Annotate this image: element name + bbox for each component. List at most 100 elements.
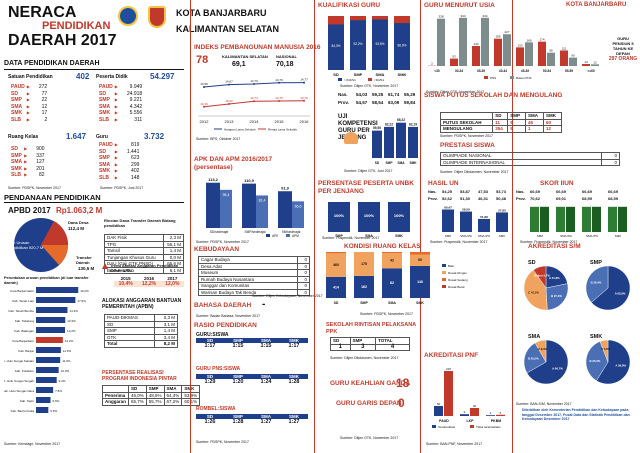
ukg-nas-value: 55,29	[404, 92, 416, 97]
anggaran-smp: 55,7%	[145, 398, 165, 406]
kondisi-ringan-label: 50	[418, 258, 422, 262]
hasil-cat: SMP	[445, 234, 452, 238]
satuan-value: 272	[38, 84, 48, 90]
hls-label: 14,70	[250, 79, 258, 83]
ukg-cat: SMP	[386, 161, 394, 165]
bantuan-row: Total 8,2 M	[103, 340, 178, 348]
akr-slice	[585, 265, 609, 303]
realisasi-title: PERSENTASE REALISASI PROGRAM INDONESIA P…	[102, 370, 177, 382]
ukg-numbers: 54,03 59,25 61,74 55,29 54,57 58,54 63,09 59,84	[356, 92, 420, 108]
kondisi-sedang-bar	[326, 252, 346, 254]
iiun-cat: SMA IPA	[560, 234, 572, 238]
iiun-nas-value: 66,69	[556, 189, 567, 194]
peruntukan-value: 11,0%	[62, 359, 71, 363]
kondisi-source: Sumber: PDSPK, November 2017	[360, 312, 413, 316]
satuan-key: SMP	[11, 97, 22, 103]
peruntukan-value: 9,4%	[59, 379, 66, 383]
usia-title: GURU MENURUT USIA	[424, 2, 495, 9]
apk-group: SM/sederajat	[282, 230, 301, 234]
hasil-bar	[442, 209, 454, 232]
peruntukan-value: 13,2%	[67, 329, 76, 333]
guru-row: SLB ▶ 148	[98, 175, 140, 182]
satuan-block: Satuan Pendidikan 402 PAUD ▶ 272 SD ▶ 77 SMP ▶ 2…	[8, 72, 90, 123]
apk-source: Sumber: PDSPK, November 2017	[196, 240, 249, 244]
usia-pns-label: 174	[539, 38, 544, 42]
guru-key: PAUD	[99, 142, 113, 148]
satuan-key: PAUD	[11, 84, 25, 90]
kondisi-ringan-bar	[382, 253, 402, 269]
arrow-icon: ▶	[26, 90, 30, 96]
kondisi-legend: Rusak Berat	[448, 285, 465, 289]
iiun-source: Sumber: Puspendik, November 2017	[520, 240, 578, 244]
usia-pns-bar	[472, 45, 480, 66]
akr-slice-label: B 36,4%	[591, 281, 602, 285]
kual-legend2: <D4/S1	[374, 78, 384, 82]
ruang-row: SMK ▶ 201	[10, 166, 46, 173]
guru-row: SMK ▶ 402	[98, 168, 140, 175]
satuan-value: 22	[41, 97, 48, 103]
rincian-value: 6,1 M	[162, 266, 185, 274]
ukg-cat: SMK	[409, 161, 417, 165]
bahasa-value: -	[262, 299, 266, 310]
ukg-bar	[372, 130, 382, 158]
ipm-nas-value: 70,18	[276, 61, 294, 68]
satuan-value: 17	[41, 110, 48, 116]
rasio-head: SD	[196, 414, 224, 419]
apk-label: 113,2	[208, 177, 219, 182]
apm-legend-swatch	[286, 234, 290, 237]
rls-point	[228, 103, 230, 105]
guru-value: 402	[131, 168, 140, 174]
iiun-cat: SMK	[615, 234, 622, 238]
satuan-value: 12	[41, 103, 48, 110]
ipm-year: 2015	[275, 119, 285, 124]
ruang-value: 337	[36, 152, 45, 159]
hasil-nas-value: 47,53	[478, 189, 489, 194]
kondisi-ringan-bar	[326, 253, 346, 277]
pnf-legend2-swatch	[470, 425, 474, 428]
satuan-key: SMK	[11, 110, 23, 116]
rasio-value: 1:28	[232, 419, 244, 425]
rasio-subtitle: ROMBEL:SISWA	[196, 406, 236, 412]
kual-label: 84,3%	[331, 44, 340, 48]
apm-label: 81,4	[259, 198, 266, 202]
peruntukan-chart: Kota Banjarmasin 19,2% Kab. Tanah Laut 17,9…	[4, 287, 89, 413]
arrow-icon: ▶	[114, 116, 118, 122]
apbd-value: Rp1.063,2 M	[56, 206, 103, 215]
satuan-key: SLB	[11, 116, 21, 123]
akr-slice	[599, 339, 609, 363]
akr-slice-label: A 21,8%	[549, 276, 560, 280]
pnf-legend1: Terakreditasi	[438, 425, 455, 429]
apm-legend: APM	[292, 234, 299, 238]
peruntukan-bar	[36, 327, 66, 333]
peruntukan-bar	[36, 307, 68, 313]
hasil-bar	[478, 218, 490, 232]
peserta-row: SMP ▶ 9.221	[98, 97, 143, 104]
akr-pie-label: SMA	[528, 334, 540, 340]
prestasi-title: PRESTASI SISWA	[440, 142, 495, 149]
pnf-source: Sumber: BAN-PNF, November 2017	[426, 442, 483, 446]
peruntukan-label: Kab. Tanah Bumbu	[9, 309, 35, 313]
akr-slice-label: B 27,3%	[551, 294, 562, 298]
pnf-tidak-label: 225	[446, 367, 451, 371]
prestasi-table: OLIMPIADE NASIONAL 0 OLIMPIADE INTERNASION…	[440, 152, 621, 166]
header: NERACA PENDIDIKAN DAERAH 2017	[0, 0, 170, 55]
akreditasi-charts: SD A 21,8% B 27,3% C 41,2% Belum 9,7% SMP A 63…	[523, 260, 631, 385]
peserta-value: 4.342	[129, 103, 143, 110]
apk-bar	[242, 183, 256, 228]
unbk-chart: 100% SMP 100% SMA 100% SMK	[328, 202, 410, 238]
iiun-cat: SMP	[537, 234, 544, 238]
peserta-row: SMK ▶ 5.556	[98, 110, 143, 117]
pnf-tidak-label: 6	[500, 411, 502, 415]
usia-bukan-label: 344	[482, 14, 487, 18]
iiun-bar-2016	[556, 206, 565, 232]
usia-pns-bar	[516, 47, 524, 66]
penerima-smp: 48,5%	[145, 391, 165, 399]
rasio-value: 1:20	[232, 379, 244, 385]
akr-pie-label: SD	[528, 260, 536, 266]
unbk-title: PERSENTASE PESERTA UNBK PER JENJANG	[318, 180, 414, 195]
iiun-bar-2017	[540, 206, 549, 232]
keahlian-title: GURU KEAHLIAN GANDA	[330, 380, 411, 387]
arrow-icon: ▶	[114, 97, 118, 102]
peruntukan-value: 5,6%	[50, 409, 57, 413]
putus-title: SISWA PUTUS SEKOLAH DAN MENGULANG	[424, 92, 563, 99]
